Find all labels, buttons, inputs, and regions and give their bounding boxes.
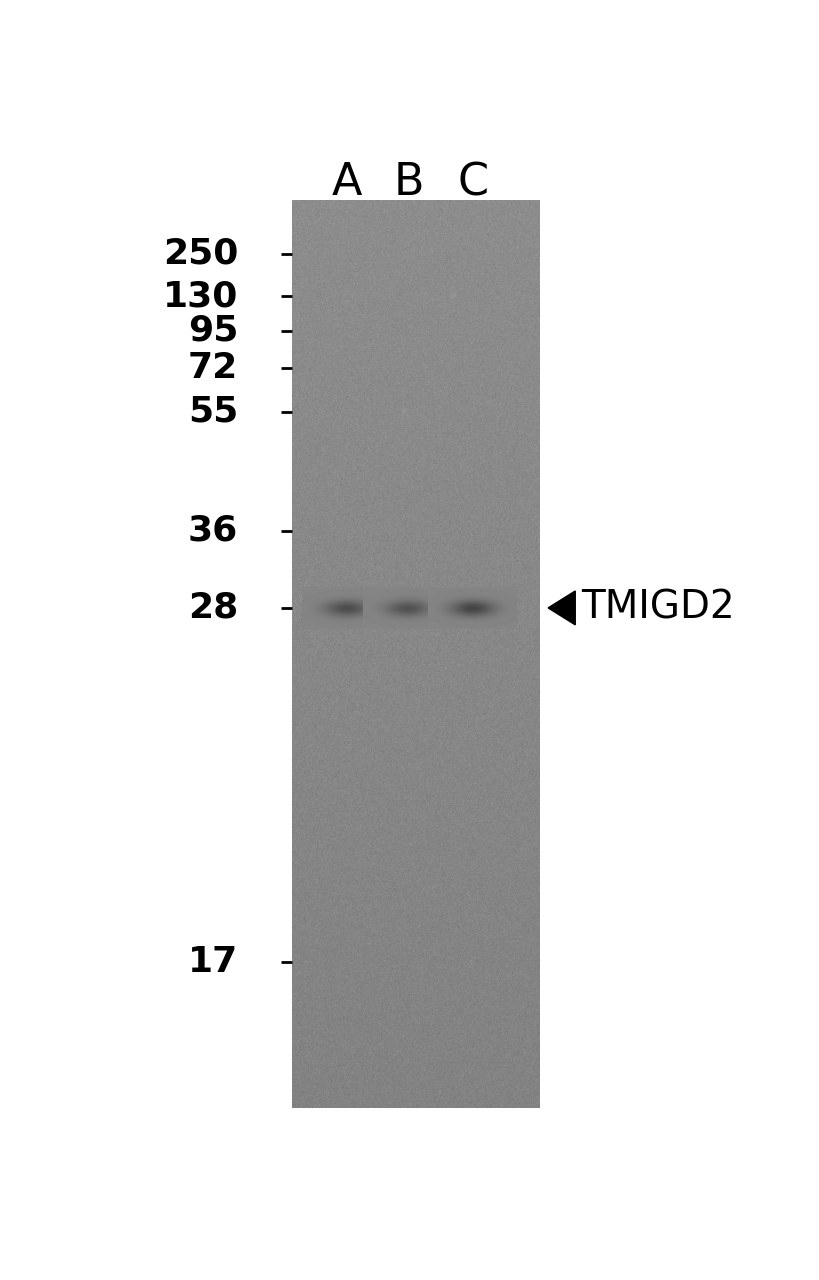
Text: C: C (457, 161, 488, 205)
Text: 72: 72 (188, 351, 238, 385)
Polygon shape (547, 591, 575, 625)
Text: A: A (331, 161, 361, 205)
Text: 28: 28 (188, 591, 238, 625)
Text: TMIGD2: TMIGD2 (581, 589, 734, 627)
Text: B: B (393, 161, 423, 205)
Text: 95: 95 (188, 314, 238, 348)
Text: 36: 36 (188, 513, 238, 548)
Text: 130: 130 (162, 279, 238, 314)
Text: 17: 17 (188, 945, 238, 979)
Text: 250: 250 (162, 237, 238, 270)
Text: 55: 55 (188, 394, 238, 429)
